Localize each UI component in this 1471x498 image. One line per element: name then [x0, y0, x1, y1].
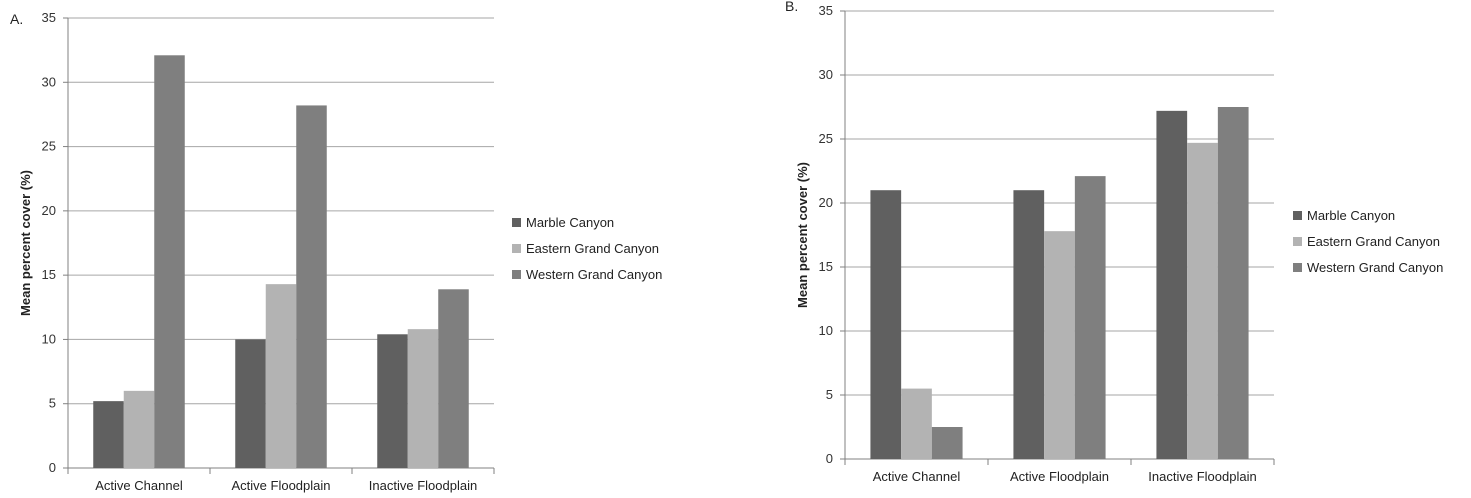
- x-category-label: Inactive Floodplain: [1148, 469, 1256, 484]
- y-tick-label: 35: [42, 10, 56, 25]
- legend: Marble Canyon Eastern Grand Canyon Western…: [1293, 208, 1443, 275]
- chart-panel-b: 0 5 10 15 20 25 30 35 Active Channel Active Flood…: [785, 0, 1443, 484]
- bar: [931, 427, 963, 459]
- legend-label: Western Grand Canyon: [526, 267, 662, 282]
- y-tick-label: 20: [42, 203, 56, 218]
- legend-label: Marble Canyon: [526, 215, 614, 230]
- y-tick-label: 5: [49, 396, 56, 411]
- bar: [1013, 190, 1045, 459]
- y-tick-label: 25: [819, 131, 833, 146]
- y-tick-label: 30: [819, 67, 833, 82]
- bar: [123, 390, 155, 468]
- bar: [407, 329, 439, 468]
- bar: [1187, 142, 1218, 459]
- panel-label: A.: [10, 11, 23, 27]
- legend-label: Eastern Grand Canyon: [1307, 234, 1440, 249]
- legend-label: Western Grand Canyon: [1307, 260, 1443, 275]
- y-tick-label: 35: [819, 3, 833, 18]
- bar: [1217, 107, 1249, 459]
- bar: [377, 334, 408, 468]
- legend-swatch: [1293, 237, 1302, 246]
- y-axis-label: Mean percent cover (%): [795, 162, 810, 308]
- bar: [93, 401, 124, 468]
- bar: [870, 190, 902, 459]
- y-tick-label: 15: [819, 259, 833, 274]
- y-tick-label: 25: [42, 139, 56, 154]
- x-category-label: Active Floodplain: [1010, 469, 1109, 484]
- bar: [154, 55, 185, 469]
- bar: [1156, 110, 1188, 459]
- bar: [1074, 176, 1106, 459]
- y-tick-label: 0: [826, 451, 833, 466]
- y-tick-label: 0: [49, 460, 56, 475]
- legend: Marble Canyon Eastern Grand Canyon Western…: [512, 215, 662, 282]
- y-tick-label: 10: [42, 331, 56, 346]
- y-tick-label: 10: [819, 323, 833, 338]
- legend-swatch: [512, 218, 521, 227]
- y-tick-label: 15: [42, 267, 56, 282]
- bar: [296, 105, 327, 468]
- bar: [438, 289, 469, 468]
- bar: [1044, 231, 1075, 459]
- x-category-label: Active Channel: [873, 469, 961, 484]
- chart-panel-a: 0 5 10 15 20 25 30 35 Active Channel Active Flood…: [10, 10, 662, 493]
- bar: [901, 388, 932, 459]
- x-category-label: Inactive Floodplain: [369, 478, 477, 493]
- legend-swatch: [1293, 263, 1302, 272]
- x-category-label: Active Floodplain: [232, 478, 331, 493]
- legend-swatch: [512, 244, 521, 253]
- panel-label: B.: [785, 0, 798, 14]
- legend-swatch: [512, 270, 521, 279]
- y-tick-label: 30: [42, 74, 56, 89]
- legend-swatch: [1293, 211, 1302, 220]
- bar: [265, 284, 297, 468]
- x-category-label: Active Channel: [95, 478, 183, 493]
- y-axis-label: Mean percent cover (%): [18, 170, 33, 316]
- y-tick-label: 5: [826, 387, 833, 402]
- bar: [235, 339, 266, 468]
- y-tick-label: 20: [819, 195, 833, 210]
- legend-label: Eastern Grand Canyon: [526, 241, 659, 256]
- legend-label: Marble Canyon: [1307, 208, 1395, 223]
